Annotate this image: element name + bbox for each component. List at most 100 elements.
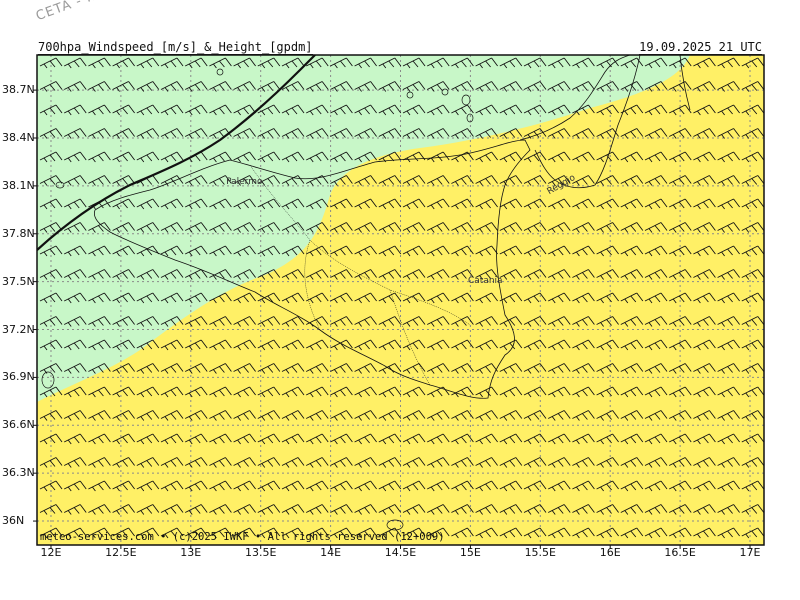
wind-barb — [136, 269, 160, 280]
wind-barb — [330, 198, 353, 210]
wind-barb — [184, 81, 208, 92]
wind-barb — [766, 364, 788, 374]
wind-barb — [475, 457, 498, 468]
wind-barb — [499, 527, 523, 539]
wind-barb — [693, 433, 716, 445]
wind-barb — [281, 410, 305, 421]
wind-barb — [233, 222, 256, 233]
wind-barb — [596, 504, 619, 515]
wind-barb — [766, 458, 788, 468]
wind-barb — [572, 339, 595, 351]
province-boundaries — [249, 164, 471, 386]
wind-barb — [112, 504, 135, 515]
wind-barb — [766, 481, 788, 491]
wind-barb — [426, 198, 450, 210]
wind-barb — [257, 128, 281, 139]
wind-barb — [88, 81, 111, 92]
wind-barb — [596, 128, 619, 139]
wind-barb — [233, 198, 256, 210]
wind-barb — [402, 245, 426, 257]
wind-barb — [475, 410, 498, 421]
wind-barb — [209, 316, 232, 327]
wind-barb — [426, 527, 450, 539]
wind-barb — [330, 128, 353, 139]
wind-barb — [741, 222, 764, 233]
wind-barb — [668, 198, 692, 210]
wind-barb — [475, 386, 498, 398]
wind-barb — [160, 363, 184, 374]
wind-barb — [668, 57, 692, 69]
wind-barb — [354, 175, 377, 186]
wind-barb — [499, 128, 523, 139]
wind-barb — [354, 386, 377, 398]
wind-barb — [572, 386, 595, 398]
wind-barb — [499, 457, 523, 468]
wind-barb — [547, 410, 571, 421]
wind-barb — [330, 292, 353, 304]
wind-barb — [523, 339, 547, 351]
wind-barb — [160, 151, 184, 163]
wind-barb — [499, 269, 523, 280]
wind-barb — [402, 269, 426, 280]
wind-barb — [112, 363, 135, 374]
wind-barb — [160, 527, 184, 539]
wind-barb — [426, 410, 450, 421]
wind-barb — [63, 104, 87, 116]
wind-barb — [741, 175, 764, 186]
wind-barb — [88, 339, 111, 351]
wind-barb — [475, 292, 498, 304]
island-outline — [386, 519, 404, 531]
wind-barb — [281, 363, 305, 374]
wind-barb — [39, 175, 63, 186]
wind-barb — [475, 175, 498, 186]
wind-barb — [160, 339, 184, 351]
wind-barb — [766, 223, 788, 233]
wind-barb — [668, 245, 692, 257]
wind-barb — [305, 433, 329, 445]
wind-barb — [644, 57, 668, 69]
wind-barb — [136, 245, 160, 257]
wind-barb — [596, 104, 619, 116]
wind-barb — [451, 245, 474, 257]
wind-barb — [741, 104, 764, 116]
wind-barb — [88, 527, 111, 539]
wind-barb — [354, 151, 377, 163]
wind-barb — [717, 292, 740, 304]
wind-barb — [644, 363, 668, 374]
wind-barb — [88, 151, 111, 163]
wind-barb — [354, 198, 377, 210]
wind-barb — [741, 151, 764, 163]
wind-barb — [63, 292, 87, 304]
wind-barb — [717, 386, 740, 398]
wind-barb — [402, 151, 426, 163]
wind-barb — [451, 198, 474, 210]
wind-barb — [257, 527, 281, 539]
wind-barb — [547, 222, 571, 233]
wind-barb — [233, 316, 256, 327]
wind-barb — [257, 81, 281, 92]
wind-barb — [184, 128, 208, 139]
wind-barb — [426, 175, 450, 186]
wind-barb — [378, 339, 402, 351]
wind-barb — [281, 504, 305, 515]
wind-barb — [644, 480, 668, 492]
wind-barb — [766, 317, 788, 327]
wind-barb — [330, 57, 353, 69]
wind-barb — [209, 269, 232, 280]
wind-barb — [402, 339, 426, 351]
wind-barb — [766, 270, 788, 280]
wind-barb — [184, 504, 208, 515]
wind-barb — [547, 128, 571, 139]
wind-barb — [451, 386, 474, 398]
wind-barb — [209, 81, 232, 92]
wind-barb — [281, 433, 305, 445]
wind-barb — [426, 81, 450, 92]
wind-barb — [596, 57, 619, 69]
wind-barb — [668, 175, 692, 186]
wind-barb — [693, 527, 716, 539]
wind-barb — [523, 292, 547, 304]
lat-tick-label: 36.6N — [2, 418, 35, 432]
wind-zone-low — [37, 55, 690, 402]
wind-barb — [330, 504, 353, 515]
wind-barb — [63, 151, 87, 163]
